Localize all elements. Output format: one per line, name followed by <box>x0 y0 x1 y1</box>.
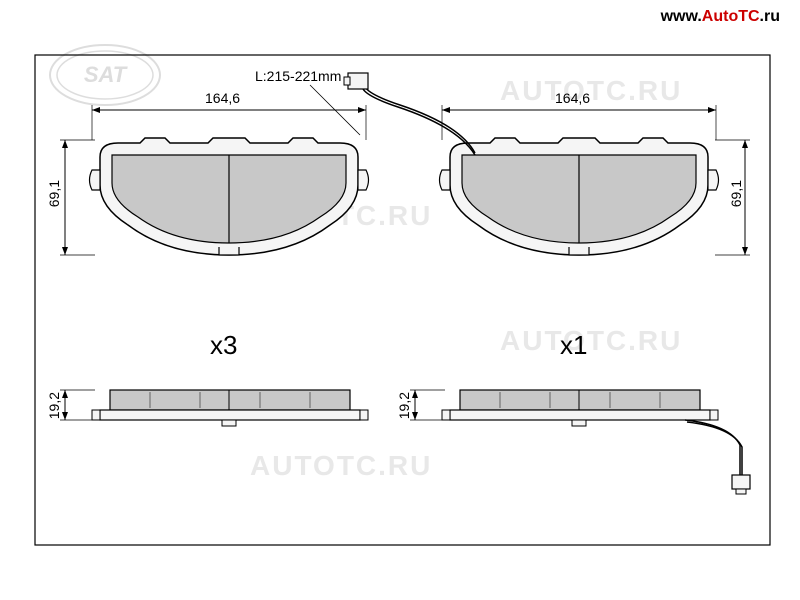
width-label-left: 164,6 <box>205 90 240 106</box>
technical-drawing <box>0 0 800 600</box>
height-label-right: 69,1 <box>728 180 744 207</box>
pad-side-right <box>442 390 750 494</box>
thickness-label-right: 19,2 <box>396 392 412 419</box>
height-label-left: 69,1 <box>46 180 62 207</box>
pad-front-right <box>344 73 719 255</box>
wire-length-label: L:215-221mm <box>255 68 341 84</box>
qty-right: x1 <box>560 330 587 361</box>
thickness-label-left: 19,2 <box>46 392 62 419</box>
qty-left: x3 <box>210 330 237 361</box>
pad-front-left <box>90 138 369 255</box>
pad-side-left <box>92 390 368 426</box>
width-label-right: 164,6 <box>555 90 590 106</box>
